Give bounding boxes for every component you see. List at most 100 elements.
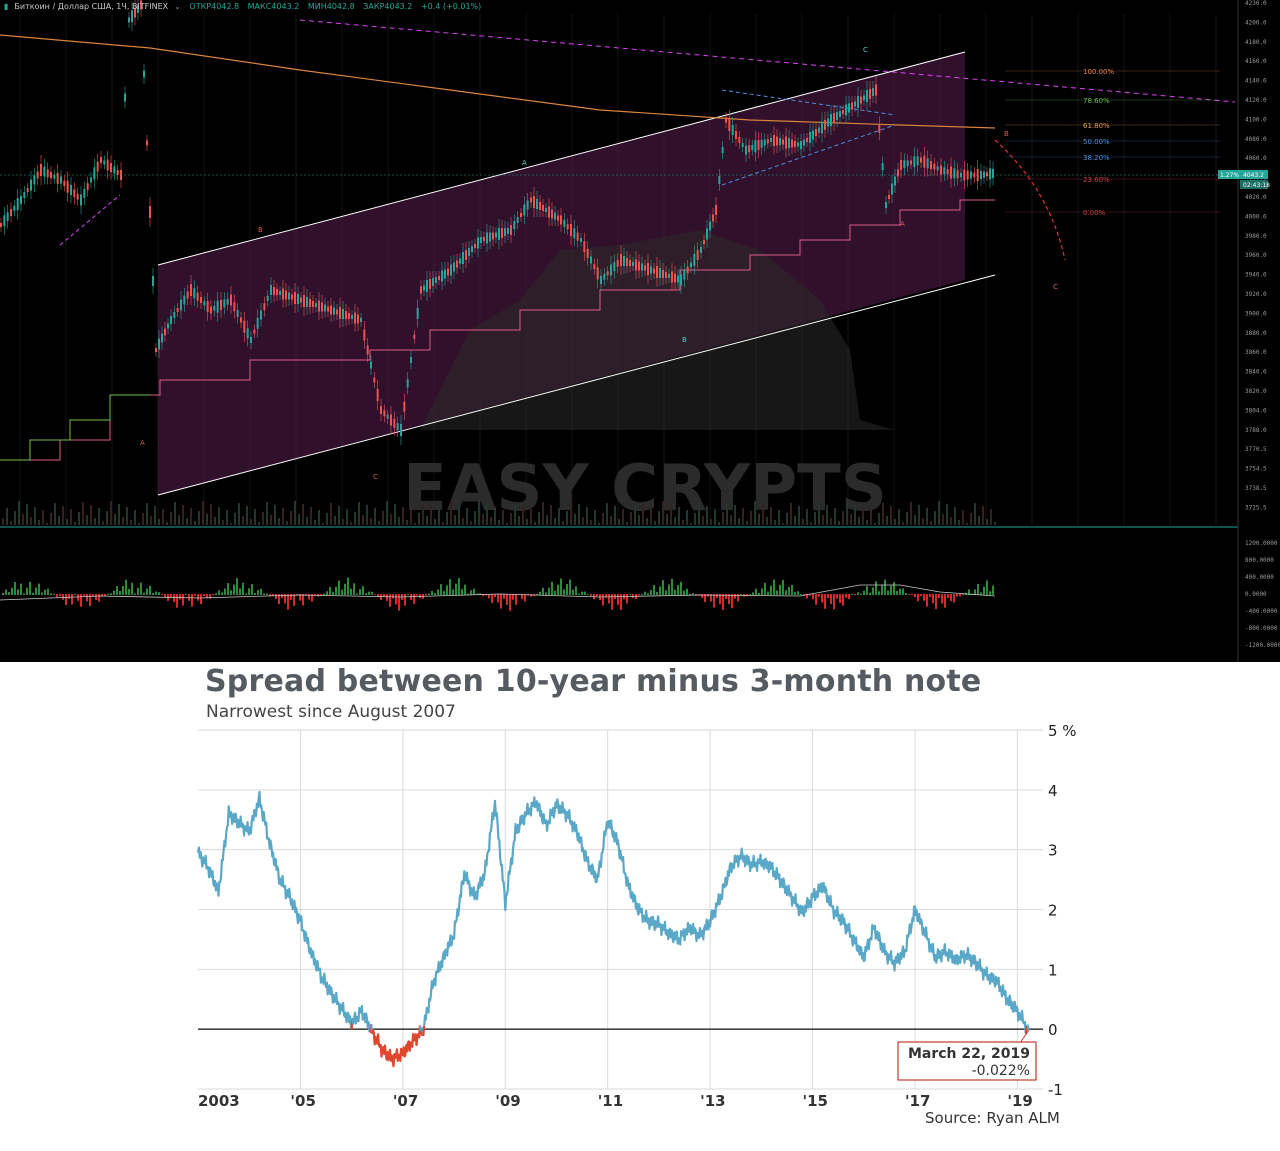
magenta-trendline	[299, 19, 1236, 103]
candle-body	[462, 252, 464, 264]
candle-body	[869, 89, 871, 99]
candle-body	[542, 205, 544, 211]
volume-bar	[774, 520, 776, 525]
oscillator-bar	[257, 589, 259, 595]
candle-body	[206, 301, 209, 313]
candle-body	[754, 140, 757, 153]
volume-bar	[794, 516, 796, 525]
oscillator-bar	[917, 594, 919, 602]
volume-bar	[846, 501, 848, 525]
candle-body	[851, 102, 853, 110]
oscillator-bar	[986, 580, 988, 595]
volume-bar	[362, 515, 364, 525]
oscillator-bar	[386, 594, 388, 601]
candle-body	[980, 171, 982, 179]
volume-bar	[910, 502, 912, 525]
spread-line-positive	[196, 790, 353, 1030]
candle-body	[986, 172, 988, 177]
candle-body	[989, 168, 991, 180]
oscillator-bar	[107, 593, 109, 595]
oscillator-bar	[542, 587, 544, 595]
volume-bar	[46, 523, 48, 525]
price-tick-label: 4080.0	[1245, 136, 1267, 143]
price-tag: 4043.2	[1243, 172, 1264, 179]
oscillator-bar	[755, 588, 757, 595]
volume-bar	[930, 521, 932, 525]
candle-body	[523, 204, 526, 216]
oscillator-bar	[254, 593, 256, 595]
volume-bar	[102, 521, 104, 525]
candle-body	[576, 232, 579, 241]
volume-bar	[902, 522, 904, 525]
volume-bar	[186, 518, 188, 525]
volume-bar	[934, 511, 936, 525]
candle-body	[516, 217, 519, 223]
oscillator-bar	[158, 592, 160, 595]
candle-body	[266, 295, 269, 301]
wave-label: C	[373, 473, 378, 481]
wave-label: B	[1004, 130, 1009, 138]
oscillator-bar	[5, 589, 7, 595]
volume-bar	[250, 519, 252, 525]
candle-body	[940, 165, 942, 175]
volume-bar	[262, 512, 264, 525]
volume-bar	[482, 514, 484, 525]
volume-bar	[258, 522, 260, 525]
candle-body	[333, 307, 335, 315]
candle-body	[554, 212, 556, 220]
candle-body	[791, 139, 793, 148]
annotation-box	[897, 1041, 1037, 1081]
volume-bar	[386, 501, 388, 525]
oscillator-bar	[833, 594, 835, 610]
candle-body	[596, 267, 599, 280]
volume-bar	[438, 509, 440, 525]
candle-body	[610, 264, 612, 276]
oscillator-bar	[200, 594, 202, 605]
oscillator-bar	[179, 594, 181, 600]
candle-body	[474, 244, 476, 248]
chart-source: Source: Ryan ALM	[925, 1109, 1060, 1127]
bitcoin-chart-canvas: EASY CRYPTS100.00%78.60%61.80%50.00%38.2…	[0, 0, 1280, 662]
candle-body	[30, 179, 32, 191]
oscillator-bar	[512, 594, 514, 600]
candle-body	[223, 299, 226, 308]
candle-body	[620, 254, 622, 266]
price-tick-label: 4230.0	[1245, 0, 1267, 7]
candle-body	[983, 171, 985, 178]
volume-bar	[994, 522, 996, 525]
volume-bar	[918, 505, 920, 525]
oscillator-bar	[299, 594, 301, 601]
candle-body	[916, 156, 919, 166]
candle-body	[100, 157, 102, 163]
oscillator-bar	[395, 594, 397, 605]
candle-body	[785, 136, 787, 149]
oscillator-bar	[374, 594, 376, 596]
candle-body	[950, 166, 952, 179]
oscillator-signal-line	[0, 584, 996, 601]
oscillator-bar	[671, 578, 673, 595]
wave-label: A	[522, 159, 527, 167]
oscillator-bar	[899, 588, 901, 595]
oscillator-bar	[845, 594, 847, 598]
candle-body	[580, 238, 582, 242]
price-tick-label: 4020.0	[1245, 194, 1267, 201]
candle-body	[233, 302, 236, 312]
volume-bar	[742, 508, 744, 525]
oscillator-tick-label: -1200.0000	[1245, 642, 1280, 649]
oscillator-bar	[737, 594, 739, 602]
oscillator-bar	[962, 594, 964, 595]
volume-bar	[174, 502, 176, 525]
volume-bar	[646, 518, 648, 525]
x-tick-label: '15	[803, 1092, 828, 1110]
oscillator-bar	[680, 581, 682, 595]
oscillator-bar	[86, 594, 88, 602]
y-tick-label: 0	[1048, 1021, 1058, 1039]
candle-body	[709, 221, 711, 231]
volume-bar	[942, 514, 944, 525]
symbol-icon[interactable]: ▮	[4, 2, 9, 11]
symbol-label[interactable]: Биткоин / Доллар США, 1Ч, BITFINEX	[14, 2, 169, 11]
oscillator-bar	[266, 593, 268, 595]
candle-body	[760, 139, 763, 148]
oscillator-bar	[224, 588, 226, 595]
candle-body	[703, 240, 705, 244]
